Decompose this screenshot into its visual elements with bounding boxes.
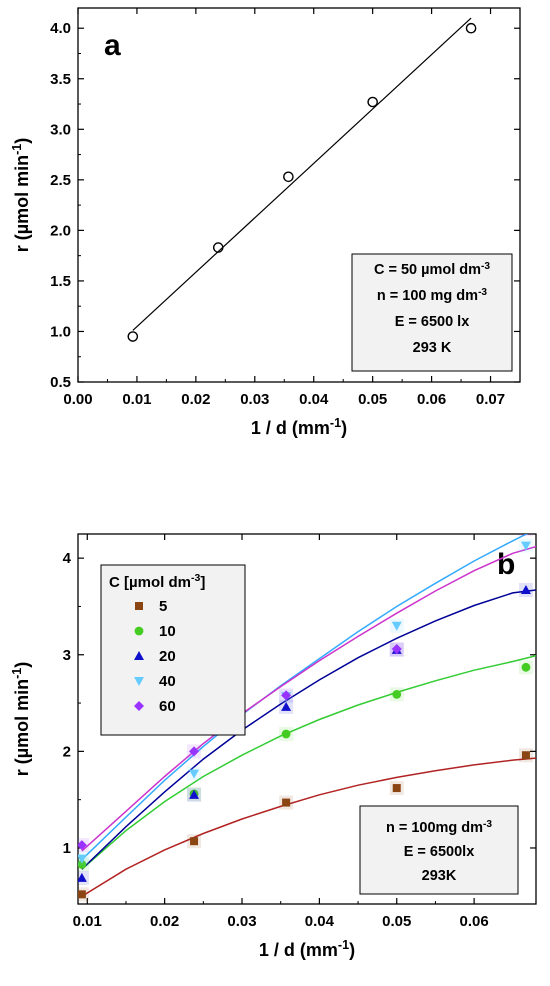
y-tick-label: 3 bbox=[63, 647, 71, 664]
annotation-line: C = 50 µmol dm-3 bbox=[374, 261, 490, 279]
data-point-5 bbox=[521, 751, 530, 760]
x-axis-title: 1 / d (mm-1) bbox=[251, 416, 347, 438]
panel-b: 0.01 0.02 0.03 0.04 0.05 0.06 1 2 3 4 1 / d (mm-1)… bbox=[10, 533, 537, 960]
annotation-line: n = 100 mg dm-3 bbox=[377, 287, 488, 305]
y-tick-label: 2.5 bbox=[50, 172, 71, 189]
data-point-40 bbox=[189, 769, 200, 779]
fit-curve-5 bbox=[81, 757, 536, 897]
data-point bbox=[283, 171, 294, 183]
data-point-60 bbox=[391, 643, 402, 654]
data-point-10 bbox=[78, 859, 87, 869]
legend-label-20: 20 bbox=[159, 648, 176, 665]
data-point-40 bbox=[78, 854, 87, 864]
annotation-box bbox=[359, 805, 519, 895]
y-tick-label: 4.0 bbox=[50, 20, 71, 37]
legend-label-60: 60 bbox=[159, 698, 176, 715]
data-point-5 bbox=[392, 784, 401, 793]
y-axis-title: r (µmol min-1) bbox=[10, 662, 32, 777]
annotation-line: 293 K bbox=[413, 340, 452, 356]
data-point-10 bbox=[281, 729, 291, 739]
data-point-60 bbox=[281, 690, 292, 701]
legend-label-40: 40 bbox=[159, 673, 176, 690]
legend-title: C [µmol dm-3] bbox=[109, 572, 205, 591]
y-axis-title: r (µmol min-1) bbox=[10, 138, 32, 253]
panel-letter: a bbox=[104, 29, 121, 62]
data-point-60 bbox=[78, 840, 87, 851]
fit-curve-40 bbox=[81, 534, 529, 861]
annotation-box bbox=[351, 253, 513, 372]
legend-marker-40 bbox=[134, 677, 144, 686]
fit-curve-20 bbox=[81, 589, 536, 870]
fit-curve-10 bbox=[81, 654, 536, 870]
data-point bbox=[367, 96, 378, 108]
annotation-line: E = 6500 lx bbox=[395, 314, 470, 330]
data-point-60 bbox=[525, 534, 527, 535]
data-point-40 bbox=[391, 621, 402, 631]
x-tick-label: 0.01 bbox=[122, 391, 151, 408]
y-tick-label: 2 bbox=[63, 743, 71, 760]
x-tick-label: 0.01 bbox=[73, 913, 102, 930]
data-point bbox=[465, 22, 477, 34]
plot-area bbox=[127, 17, 477, 342]
annotation-line: E = 6500lx bbox=[404, 844, 475, 860]
legend-marker-5 bbox=[135, 602, 143, 610]
fit-line bbox=[132, 17, 472, 331]
panel-letter: b bbox=[497, 548, 515, 581]
x-tick-label: 0.07 bbox=[476, 391, 505, 408]
legend-marker-20 bbox=[134, 651, 144, 660]
point-halo bbox=[518, 534, 533, 537]
y-tick-label: 0.5 bbox=[50, 374, 71, 391]
x-tick-label: 0.06 bbox=[460, 913, 489, 930]
x-tick-label: 0.00 bbox=[63, 391, 92, 408]
legend-marker-60 bbox=[134, 701, 144, 711]
y-tick-label: 1 bbox=[63, 840, 71, 857]
data-point-10 bbox=[392, 689, 402, 699]
y-tick-label: 3.5 bbox=[50, 71, 71, 88]
legend-marker-10 bbox=[134, 626, 144, 636]
x-tick-label: 0.04 bbox=[305, 913, 335, 930]
legend-label-5: 5 bbox=[159, 598, 167, 615]
plot-frame bbox=[77, 7, 521, 383]
x-tick-label: 0.05 bbox=[358, 391, 387, 408]
plot-frame bbox=[77, 533, 537, 905]
data-point bbox=[212, 242, 224, 253]
x-tick-label: 0.03 bbox=[240, 391, 269, 408]
data-point-40 bbox=[520, 541, 531, 551]
y-tick-label: 1.5 bbox=[50, 273, 71, 290]
fit-curve-60 bbox=[81, 545, 536, 852]
legend-box bbox=[100, 564, 246, 736]
data-point-5 bbox=[78, 890, 86, 899]
data-point-5 bbox=[190, 837, 199, 846]
panel-a: 0.00 0.01 0.02 0.03 0.04 0.05 0.06 0.07 0.5 1.0 1.… bbox=[10, 7, 521, 438]
x-axis-title: 1 / d (mm-1) bbox=[259, 938, 355, 960]
y-tick-label: 1.0 bbox=[50, 323, 71, 340]
annotation-line: n = 100mg dm-3 bbox=[386, 819, 492, 837]
data-point-20 bbox=[281, 701, 292, 711]
x-tick-label: 0.06 bbox=[417, 391, 446, 408]
data-point-20 bbox=[520, 585, 531, 595]
y-tick-label: 3.0 bbox=[50, 121, 71, 138]
data-point-20 bbox=[189, 789, 200, 799]
x-tick-label: 0.04 bbox=[299, 391, 329, 408]
x-tick-label: 0.05 bbox=[382, 913, 411, 930]
plot-area bbox=[78, 534, 536, 902]
x-tick-label: 0.02 bbox=[150, 913, 179, 930]
annotation-line: 293K bbox=[422, 868, 457, 884]
data-point bbox=[127, 331, 139, 342]
x-tick-label: 0.02 bbox=[181, 391, 210, 408]
data-point-10 bbox=[521, 662, 531, 672]
data-point-20 bbox=[78, 872, 87, 882]
x-tick-label: 0.03 bbox=[227, 913, 256, 930]
data-point-5 bbox=[282, 798, 291, 807]
y-tick-label: 4 bbox=[63, 550, 72, 567]
data-point-60 bbox=[189, 746, 200, 757]
legend-label-10: 10 bbox=[159, 623, 176, 640]
y-tick-label: 2.0 bbox=[50, 222, 71, 239]
